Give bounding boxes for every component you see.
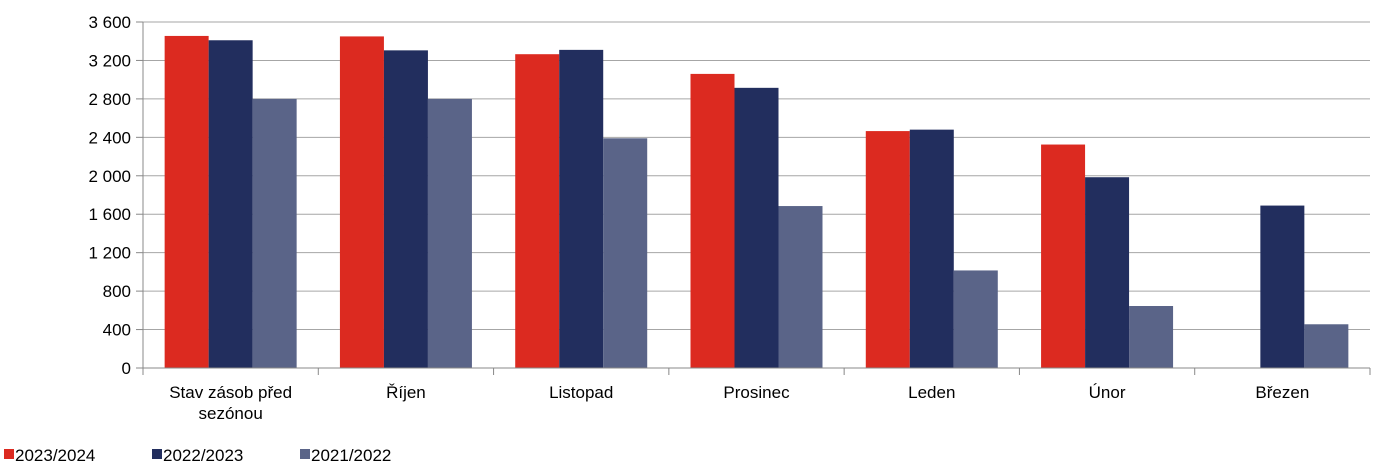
x-category-label: sezónou: [199, 404, 263, 423]
bar: [1304, 324, 1349, 368]
y-tick-label: 800: [103, 282, 131, 301]
bar: [603, 138, 648, 368]
y-tick-label: 400: [103, 321, 131, 340]
bar: [1129, 306, 1174, 368]
bar: [515, 54, 560, 368]
bar: [339, 36, 384, 369]
x-category-label: Listopad: [549, 383, 613, 402]
y-tick-label: 2 000: [88, 167, 131, 186]
x-category-label: Prosinec: [723, 383, 790, 402]
y-tick-label: 3 200: [88, 51, 131, 70]
x-category-label: Říjen: [386, 383, 426, 402]
bar: [427, 98, 472, 368]
y-tick-label: 1 200: [88, 244, 131, 263]
axes: [136, 21, 1371, 375]
bar: [1085, 177, 1130, 368]
y-tick-labels: 0 400 800 1 200 1 600 2 000 2 400 2 800 3 200 3 6…: [88, 13, 131, 378]
x-category-label: Stav zásob před: [169, 383, 292, 402]
x-category-label: Únor: [1089, 383, 1126, 402]
y-tick-label: 3 600: [88, 13, 131, 32]
legend-swatch: [152, 449, 162, 459]
legend-label: 2023/2024: [15, 446, 95, 465]
x-category-labels: Stav zásob před sezónou Říjen Listopad Prosi…: [169, 383, 1309, 423]
bar: [690, 73, 735, 369]
legend: 2023/2024 2022/2023 2021/2022: [4, 446, 391, 465]
legend-swatch: [300, 449, 310, 459]
bar: [559, 49, 604, 368]
bar: [164, 35, 209, 369]
y-tick-label: 2 400: [88, 128, 131, 147]
y-tick-label: 2 800: [88, 90, 131, 109]
bar: [953, 270, 998, 368]
bar: [1260, 205, 1305, 368]
bar: [383, 50, 428, 368]
bar: [909, 129, 954, 368]
bar: [778, 206, 823, 368]
y-tick-label: 0: [122, 359, 131, 378]
legend-label: 2021/2022: [311, 446, 391, 465]
bar: [252, 98, 297, 368]
x-category-label: Leden: [908, 383, 955, 402]
x-category-label: Březen: [1255, 383, 1309, 402]
y-tick-label: 1 600: [88, 205, 131, 224]
bars: [164, 35, 1349, 369]
legend-swatch: [4, 449, 14, 459]
bar: [734, 87, 779, 368]
bar: [865, 131, 910, 368]
legend-label: 2022/2023: [163, 446, 243, 465]
bar: [1041, 144, 1086, 368]
bar: [208, 40, 253, 369]
